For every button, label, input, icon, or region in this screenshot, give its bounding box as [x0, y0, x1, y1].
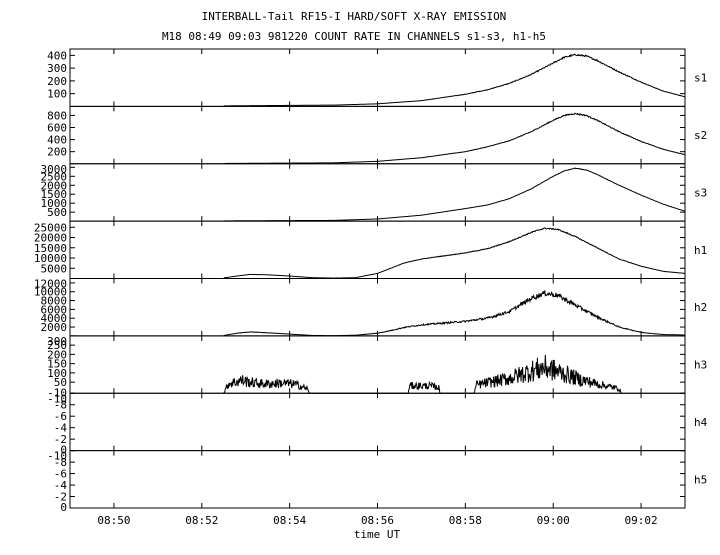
panel-label-h3: h3	[694, 359, 707, 372]
y-tick-label: -8	[54, 399, 67, 412]
y-tick-label: 100	[47, 367, 67, 380]
y-tick-label: 4000	[41, 312, 68, 325]
y-tick-label: 10000	[34, 286, 67, 299]
y-tick-label: 6000	[41, 303, 68, 316]
panel-frame-h2	[69, 278, 686, 337]
y-tick-label: 600	[47, 122, 67, 135]
series-line-h1	[223, 227, 685, 279]
y-tick-label: 400	[47, 49, 67, 62]
y-tick-label: 12000	[34, 278, 67, 291]
panel-frame-h4	[69, 392, 686, 452]
y-tick-label: 5000	[41, 262, 68, 275]
y-tick-label: 200	[47, 75, 67, 88]
y-tick-label: 0	[60, 444, 67, 457]
panel-label-s3: s3	[694, 186, 707, 199]
panel-frame-s1	[69, 48, 686, 107]
y-tick-label: 800	[47, 109, 67, 122]
panel-frame-s2	[69, 105, 686, 165]
y-tick-label: 25000	[34, 221, 67, 234]
y-tick-label: 1500	[41, 188, 68, 201]
y-tick-label: -6	[54, 468, 67, 481]
y-tick-label: 10000	[34, 252, 67, 265]
panel-label-s1: s1	[694, 72, 707, 85]
y-tick-label: 200	[47, 348, 67, 361]
y-tick-label: 300	[47, 335, 67, 348]
y-tick-label: -4	[54, 479, 68, 492]
y-tick-label: 3000	[41, 163, 68, 176]
y-tick-label: 300	[47, 62, 67, 75]
y-tick-label: -10	[47, 386, 67, 399]
y-tick-label: 500	[47, 206, 67, 219]
y-tick-label: 400	[47, 134, 67, 147]
y-tick-label: 2500	[41, 170, 68, 183]
y-tick-label: -6	[54, 410, 67, 423]
y-tick-label: 100	[47, 88, 67, 101]
x-tick-label: 08:58	[449, 514, 482, 527]
panel-frame-h1	[69, 220, 686, 279]
y-tick-label: 250	[47, 339, 67, 352]
series-line-s3	[223, 167, 685, 222]
y-tick-label: -8	[54, 456, 67, 469]
panel-frame-h5	[69, 450, 686, 509]
panel-label-h1: h1	[694, 244, 707, 257]
y-tick-label: 0	[60, 501, 67, 514]
y-tick-label: 200	[47, 146, 67, 159]
panel-label-h4: h4	[694, 416, 708, 429]
panel-label-h2: h2	[694, 301, 707, 314]
x-tick-label: 08:52	[185, 514, 218, 527]
x-tick-label: 09:00	[537, 514, 570, 527]
chart-panels: 100200300400s1200400600800s2500100015002…	[34, 48, 708, 527]
series-line-h3	[223, 354, 622, 394]
x-tick-label: 08:54	[273, 514, 306, 527]
chart-subtitle: M18 08:49 09:03 981220 COUNT RATE IN CHA…	[162, 30, 546, 43]
y-tick-label: 2000	[41, 321, 68, 334]
series-line-s1	[223, 53, 685, 107]
x-tick-label: 08:50	[97, 514, 130, 527]
y-tick-label: -10	[47, 392, 67, 405]
x-axis-label: time UT	[354, 528, 401, 541]
y-tick-label: -4	[54, 422, 68, 435]
series-line-h2	[223, 290, 685, 337]
panel-label-h5: h5	[694, 473, 707, 486]
y-tick-label: 50	[54, 376, 67, 389]
y-tick-label: 2000	[41, 179, 68, 192]
y-tick-label: 8000	[41, 295, 68, 308]
x-tick-label: 08:56	[361, 514, 394, 527]
chart-title: INTERBALL-Tail RF15-I HARD/SOFT X-RAY EM…	[202, 10, 507, 23]
y-tick-label: 1000	[41, 197, 68, 210]
panel-label-s2: s2	[694, 129, 707, 142]
series-line-s2	[223, 112, 685, 164]
y-tick-label: -2	[54, 491, 67, 504]
y-tick-label: -10	[47, 450, 67, 463]
y-tick-label: 20000	[34, 232, 67, 245]
y-tick-label: 15000	[34, 242, 67, 255]
x-tick-label: 09:02	[625, 514, 658, 527]
y-tick-label: -2	[54, 433, 67, 446]
y-tick-label: 150	[47, 358, 67, 371]
